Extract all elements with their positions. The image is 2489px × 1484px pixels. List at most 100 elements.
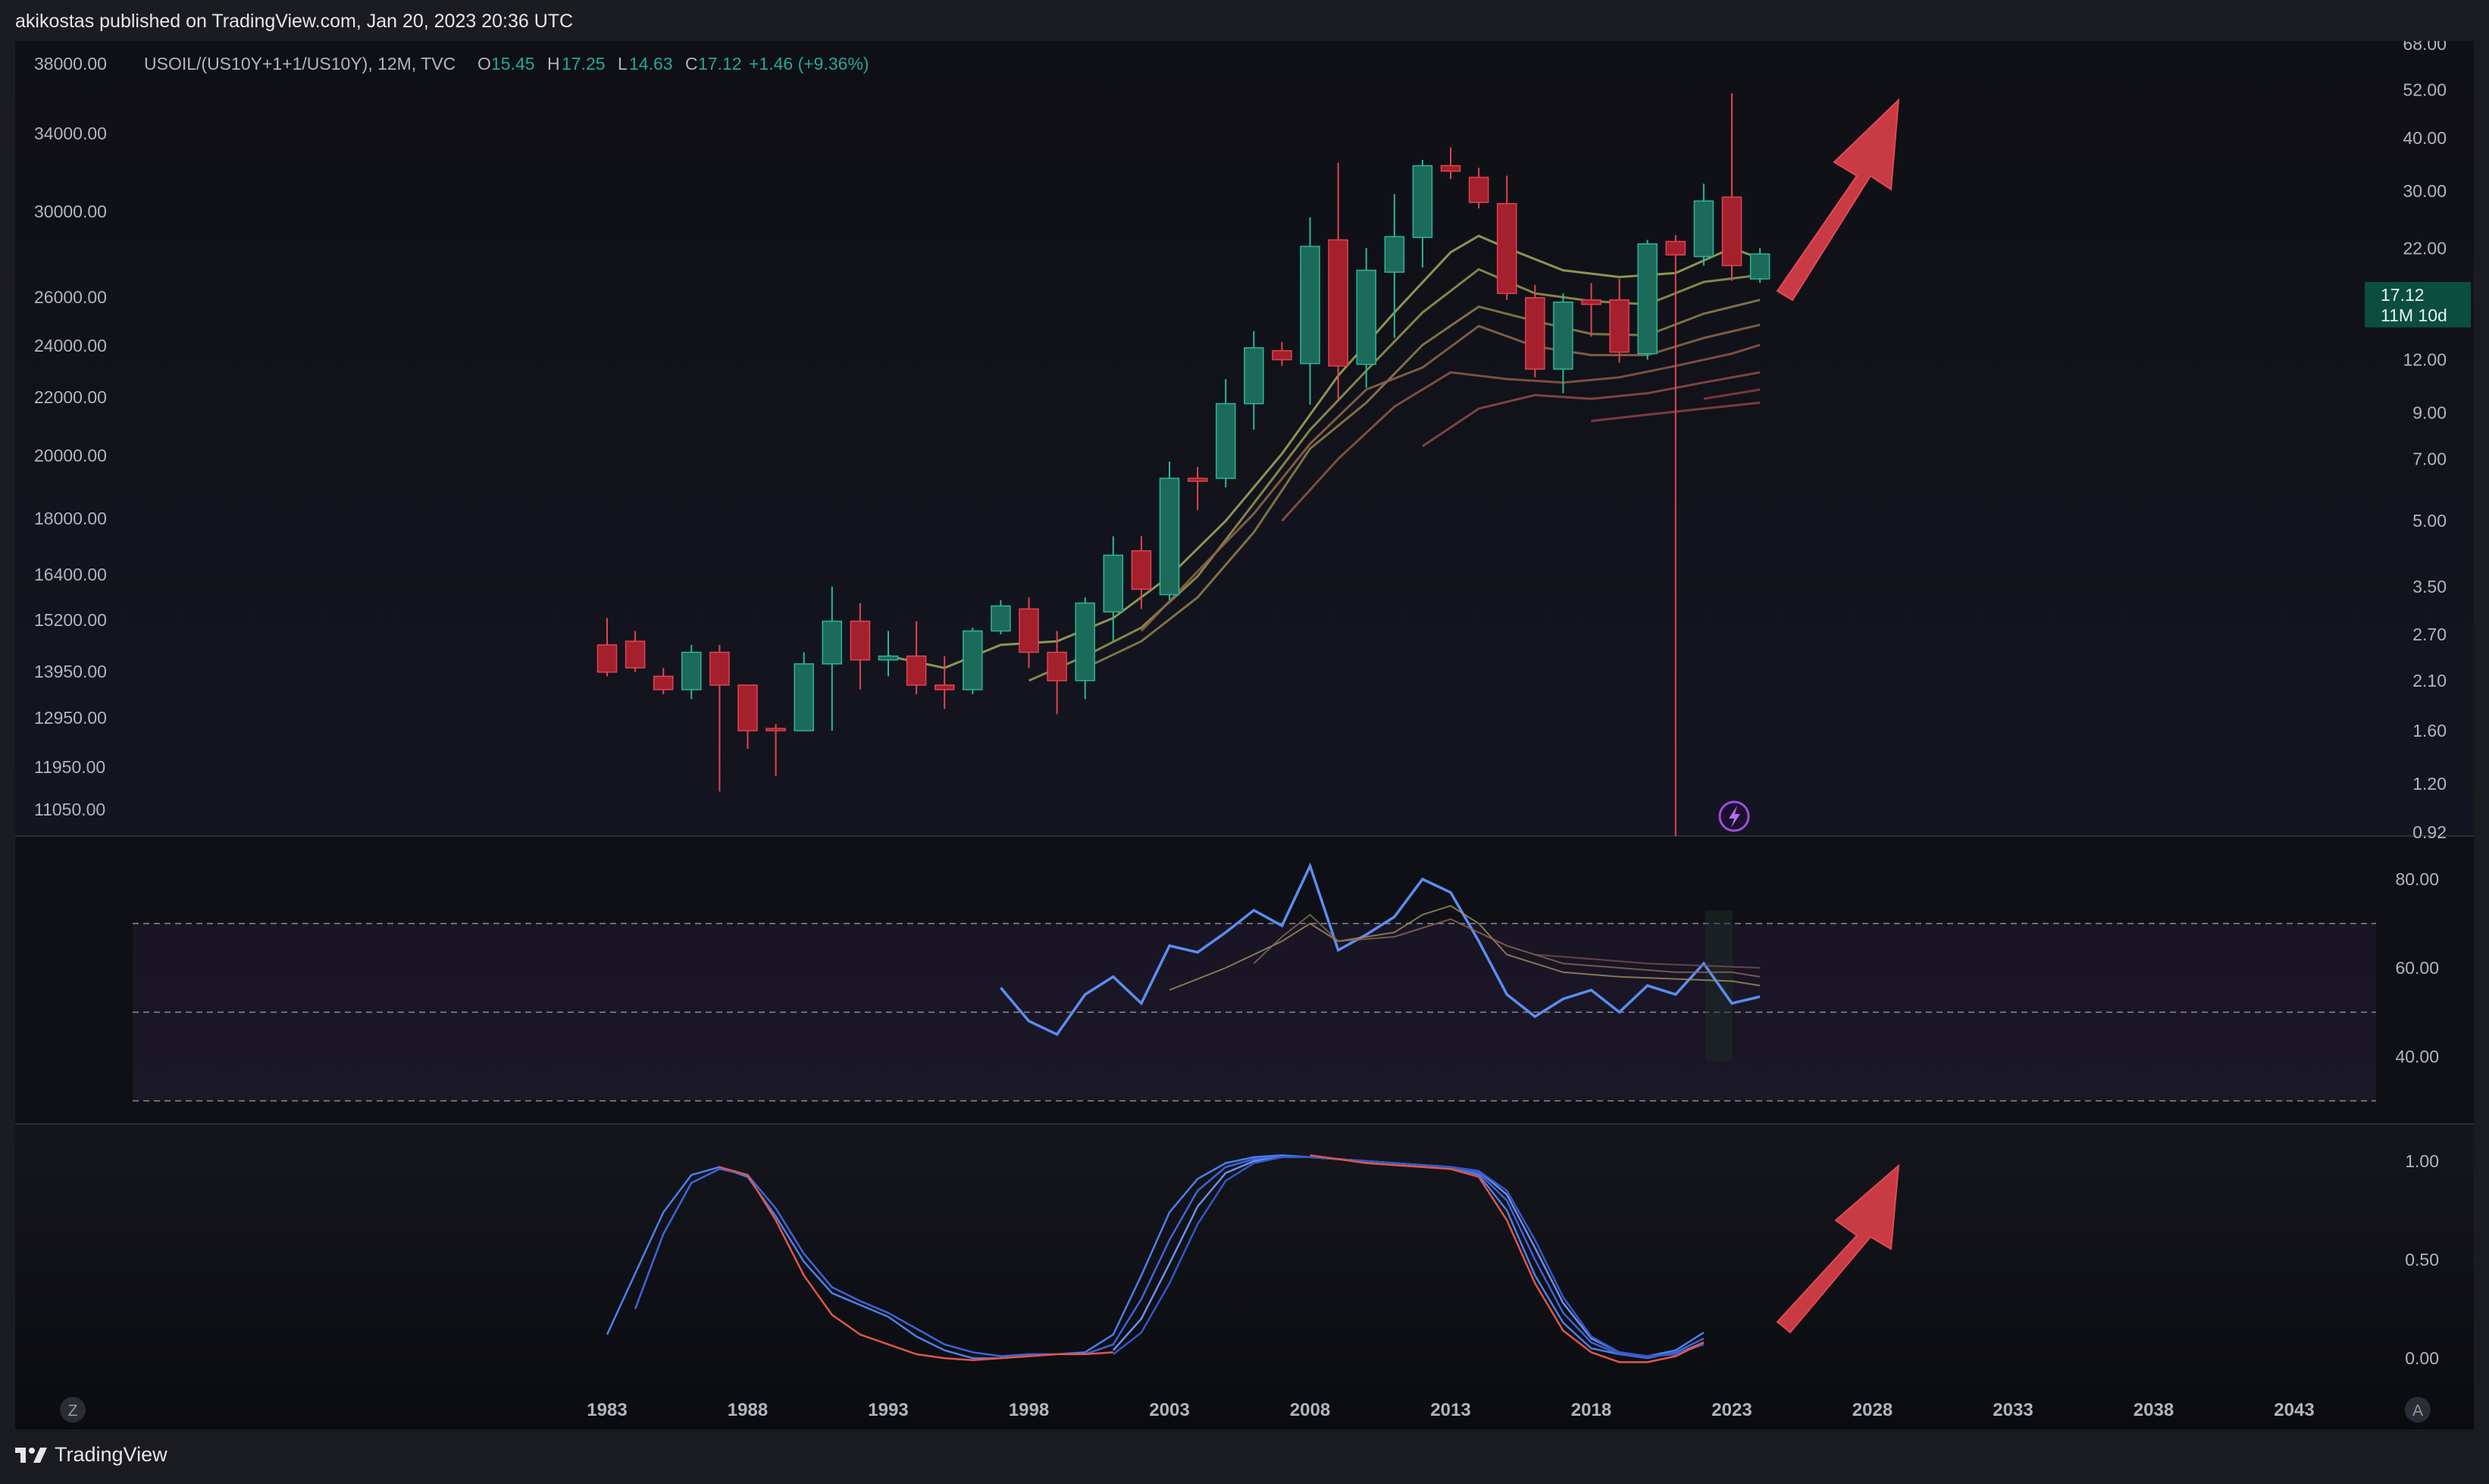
candle-body: [1187, 477, 1208, 482]
right-axis-tick: 1.60: [2412, 721, 2447, 740]
candle-body: [1721, 196, 1742, 267]
time-axis-tick: 2033: [1993, 1400, 2033, 1420]
ohlc-low-value: 14.63: [629, 54, 673, 74]
arrow-annotation-top[interactable]: [1776, 98, 1900, 302]
symbol-label: USOIL/(US10Y+1+1/US10Y), 12M, TVC: [144, 54, 456, 74]
rsi-series-line: [1253, 913, 1761, 978]
right-axis-tick: 2.70: [2412, 625, 2447, 644]
candle-body: [1384, 236, 1405, 273]
candle-body: [1412, 164, 1433, 239]
candle-body: [1637, 243, 1658, 355]
candle-body: [1131, 549, 1152, 590]
price-pane: 38000.00 34000.00 30000.00 26000.00 24000.00…: [34, 34, 2447, 842]
auto-scale-badge-label[interactable]: A: [2412, 1402, 2423, 1420]
right-axis-tick: 9.00: [2412, 402, 2447, 422]
ohlc-close-label: C: [685, 54, 698, 74]
oscillator-series-line: [634, 1156, 1705, 1360]
candle-body: [1496, 202, 1517, 294]
oscillator-axis-tick: 0.00: [2405, 1348, 2439, 1368]
candle-body: [906, 655, 927, 686]
rsi-series-line: [1535, 953, 1761, 969]
candle-body: [1075, 602, 1095, 681]
chart-area[interactable]: 38000.00 34000.00 30000.00 26000.00 24000.00…: [15, 34, 2474, 1429]
moving-average-line: [1281, 343, 1761, 522]
oscillator-series-line: [719, 1166, 1113, 1361]
left-axis-tick: 11050.00: [34, 800, 105, 819]
footer: TradingView: [0, 1429, 2489, 1484]
right-axis-tick: 30.00: [2403, 181, 2447, 201]
candle-body: [1047, 651, 1067, 681]
arrow-annotation-top-shape[interactable]: [1776, 98, 1900, 302]
left-axis-tick: 11950.00: [34, 757, 105, 777]
left-axis-tick: 16400.00: [34, 565, 107, 584]
moving-average-line: [1422, 371, 1761, 447]
right-axis-tick: 3.50: [2412, 577, 2447, 596]
zoom-reset-badge-label[interactable]: Z: [68, 1402, 78, 1420]
rsi-series-line: [1000, 862, 1761, 1037]
candle-body: [596, 644, 618, 673]
right-axis-tick: 22.00: [2403, 238, 2447, 258]
arrow-annotation-bottom-shape[interactable]: [1776, 1163, 1900, 1334]
candle-body: [1749, 253, 1770, 280]
ohlc-close-value: 17.12: [698, 54, 742, 74]
zoom-reset-badge[interactable]: Z: [60, 1397, 86, 1423]
right-axis-tick: 52.00: [2403, 80, 2447, 99]
left-axis-tick: 12950.00: [34, 708, 107, 728]
zoom-reset-badge-circle[interactable]: [60, 1397, 86, 1423]
candle-body: [794, 663, 814, 731]
right-axis-tick: 7.00: [2412, 449, 2447, 468]
footer-brand: TradingView: [55, 1443, 167, 1466]
rsi-axis-tick: 40.00: [2395, 1047, 2439, 1066]
candle-body: [1300, 246, 1320, 365]
rsi-pane: 80.00 60.00 40.00: [133, 862, 2439, 1102]
left-axis-tick: 24000.00: [34, 336, 107, 355]
candle-body: [1440, 164, 1461, 172]
candle-body: [653, 675, 674, 690]
candle-body: [1019, 608, 1039, 653]
rsi-band: [133, 923, 2376, 1101]
right-axis-tick: 0.92: [2412, 822, 2447, 842]
candle-body: [850, 620, 871, 661]
candle-body: [822, 620, 843, 665]
oscillator-series-line: [1310, 1154, 1705, 1363]
last-price-tag: 17.12 11M 10d: [2365, 282, 2471, 327]
tradingview-logo[interactable]: TradingView: [15, 1443, 167, 1467]
last-price-tag-background: [2365, 282, 2471, 327]
candle-body: [1356, 269, 1376, 365]
candle-body: [1553, 301, 1573, 370]
ohlc-change-value: +1.46 (+9.36%): [749, 54, 869, 74]
left-axis-tick: 20000.00: [34, 446, 107, 465]
ohlc-open-value: 15.45: [491, 54, 535, 74]
chart-svg[interactable]: 38000.00 34000.00 30000.00 26000.00 24000.00…: [15, 34, 2474, 1429]
candle-body: [991, 605, 1011, 632]
left-axis-tick: 34000.00: [34, 124, 107, 143]
arrow-annotation-bottom[interactable]: [1776, 1163, 1900, 1334]
auto-scale-badge[interactable]: A: [2405, 1397, 2431, 1423]
time-axis-tick: 1988: [728, 1400, 768, 1420]
right-axis-tick: 68.00: [2403, 41, 2447, 54]
right-axis-tick: 1.20: [2412, 774, 2447, 794]
published-caption: akikostas published on TradingView.com, …: [15, 11, 574, 32]
right-axis-tick: 5.00: [2412, 511, 2447, 531]
oscillator-series-line: [606, 1154, 1705, 1360]
candle-body: [1328, 239, 1348, 367]
lightning-icon-glyph[interactable]: [1729, 806, 1740, 828]
left-axis-tick: 26000.00: [34, 287, 107, 307]
time-axis-tick: 2008: [1290, 1400, 1330, 1420]
time-axis-tick: 2013: [1430, 1400, 1470, 1420]
ohlc-high-label: H: [547, 54, 560, 74]
candle-body: [1272, 349, 1292, 361]
time-axis-tick: 1993: [868, 1400, 908, 1420]
left-axis-tick: 15200.00: [34, 610, 107, 630]
candle-body: [934, 684, 955, 690]
time-axis-tick: 2038: [2134, 1400, 2174, 1420]
time-axis[interactable]: 1983 1988 1993 1998 2003 2008 2013 2018 2023 2028…: [587, 1400, 2314, 1420]
lightning-icon[interactable]: [1718, 800, 1750, 832]
price-pane-background: [15, 41, 2474, 836]
auto-scale-badge-circle[interactable]: [2405, 1397, 2431, 1423]
candle-body: [1665, 240, 1686, 256]
oscillator-pane: 1.00 0.50 0.00: [606, 1151, 2439, 1368]
candle-body: [1468, 177, 1489, 203]
candle-body: [1525, 297, 1545, 370]
candle-body: [1244, 347, 1264, 405]
